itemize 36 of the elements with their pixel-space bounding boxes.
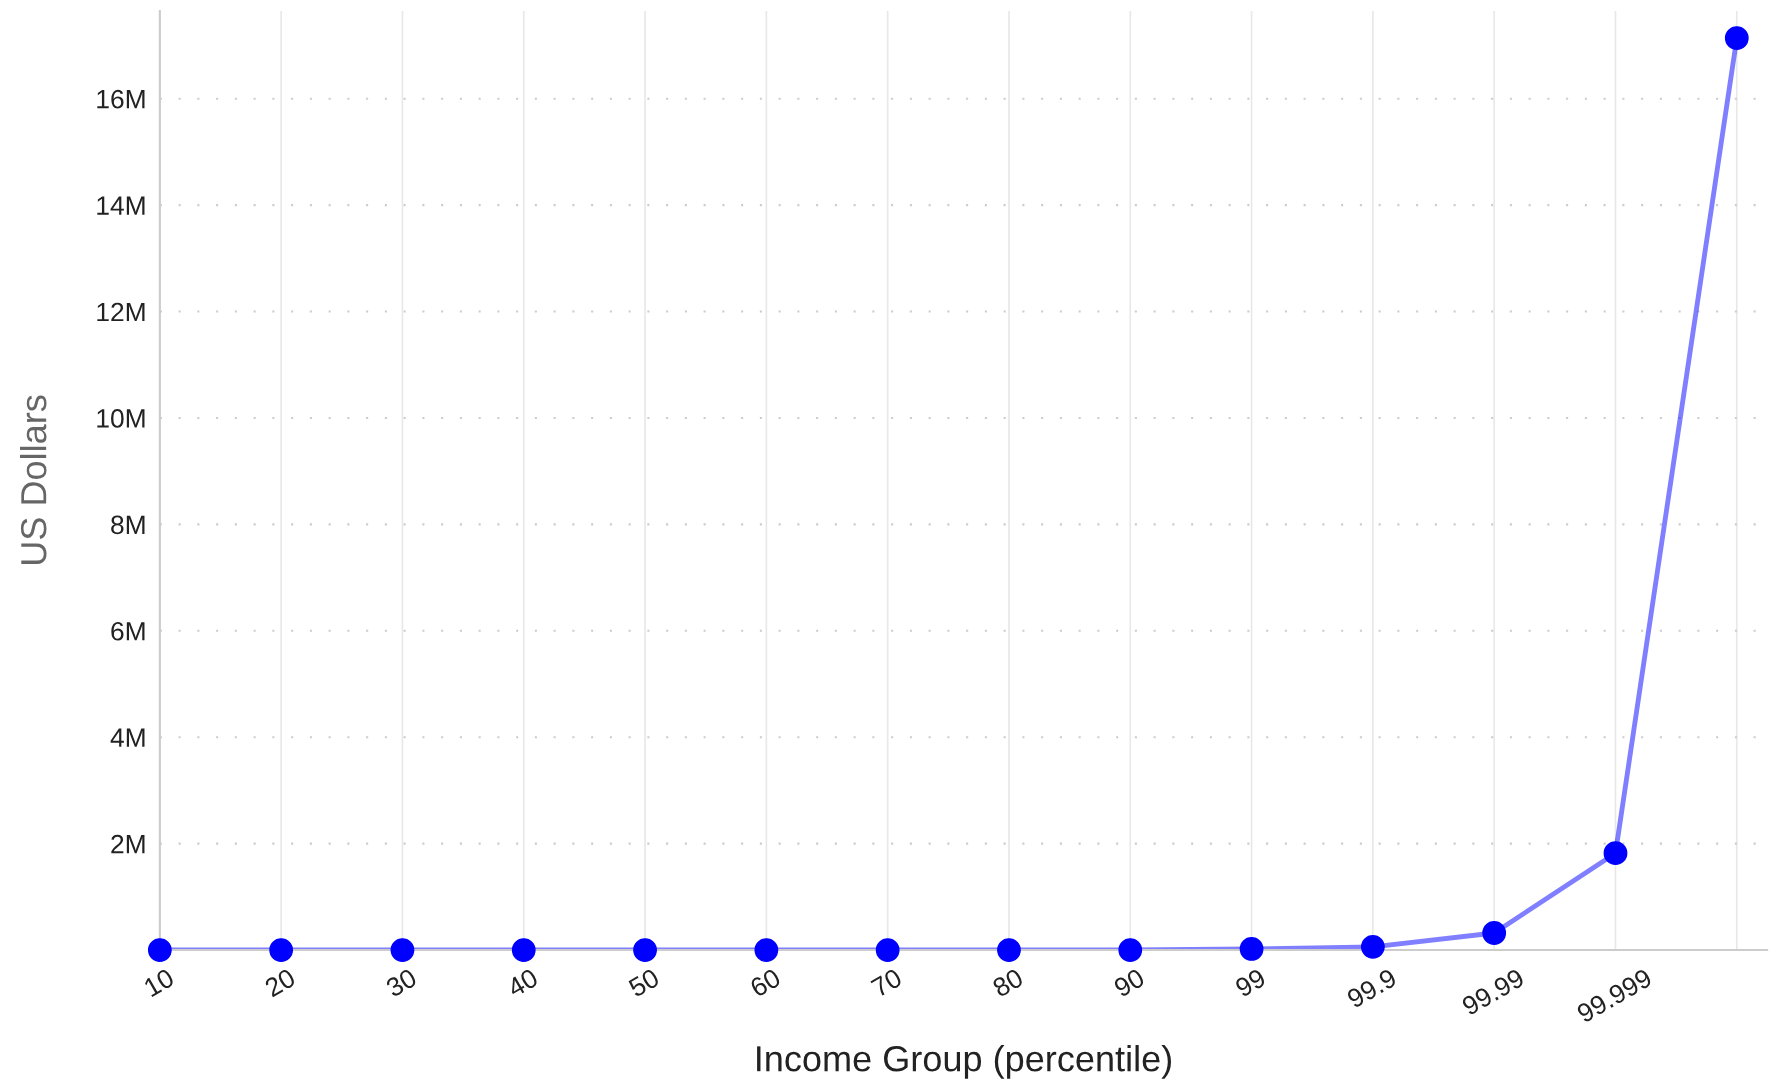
- x-tick-label: 70: [870, 967, 904, 998]
- y-tick-label: 14M: [97, 196, 145, 215]
- point: [875, 938, 900, 962]
- x-axis-title: Income Group (percentile): [757, 1045, 1171, 1079]
- x-tick-label: 10: [143, 967, 176, 998]
- point: [997, 938, 1021, 962]
- y-tick-label: 10M: [97, 409, 145, 428]
- x-tick-label: 60: [749, 967, 782, 998]
- point: [1360, 934, 1385, 959]
- y-tick-label: 8M: [111, 515, 145, 535]
- y-axis-title: US Dollars: [19, 395, 47, 564]
- x-tick-label: 50: [627, 967, 661, 998]
- point: [1603, 841, 1628, 866]
- point: [147, 938, 172, 962]
- point: [1239, 937, 1264, 961]
- x-tick-label: 40: [505, 967, 540, 998]
- y-tick-label: 6M: [111, 621, 145, 641]
- point: [1482, 921, 1507, 945]
- y-tick-label: 12M: [97, 302, 145, 322]
- y-tick-label: 2M: [111, 834, 145, 854]
- point: [1724, 26, 1749, 50]
- x-tick-label: 90: [1112, 967, 1146, 998]
- y-tick-label: 16M: [97, 89, 145, 109]
- point: [1118, 938, 1143, 962]
- point: [269, 938, 294, 962]
- x-tick-label: 99: [1234, 967, 1267, 998]
- y-tick-label: 4M: [110, 728, 145, 747]
- x-tick-label: 80: [991, 967, 1025, 998]
- x-tick-label: 99.99: [1460, 967, 1526, 1016]
- point: [390, 938, 415, 962]
- point: [511, 938, 536, 962]
- x-tick-label: 99.9: [1345, 967, 1398, 1009]
- x-tick-label: 30: [384, 967, 418, 998]
- point: [633, 938, 657, 962]
- point: [754, 938, 779, 962]
- x-tick-label: 20: [263, 967, 297, 998]
